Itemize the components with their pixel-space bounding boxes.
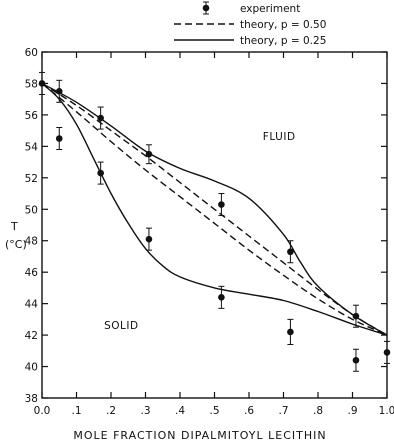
x-axis-label: MOLE FRACTION DIPALMITOYL LECITHIN	[73, 429, 326, 442]
data-marker	[287, 248, 294, 256]
data-marker	[55, 135, 63, 142]
x-tick-label: 0.0	[34, 405, 51, 417]
theory-curves	[41, 82, 388, 336]
x-tick-label: .3	[140, 405, 150, 417]
plot-frame	[41, 51, 388, 399]
theory-050-upper-curve	[41, 82, 388, 336]
data-marker	[97, 114, 104, 122]
data-marker	[97, 169, 104, 177]
experiment-data-point	[145, 144, 153, 165]
data-marker	[383, 349, 391, 356]
y-axis-label-t: T	[10, 220, 18, 233]
experiment-data-point	[287, 240, 294, 264]
legend: experiment theory, p = 0.50 theory, p = 0.…	[174, 1, 326, 47]
experiment-data-point	[352, 304, 360, 328]
y-tick-label: 52	[25, 173, 38, 185]
experiment-data-point	[383, 340, 391, 364]
data-marker	[145, 150, 153, 158]
y-axis-ticks: 38 40 42 44 46 48 50 52 54 56 58 60	[25, 47, 387, 405]
legend-label-theory-050: theory, p = 0.50	[240, 19, 326, 31]
experiment-data-point	[97, 161, 104, 185]
x-tick-label: .2	[106, 405, 116, 417]
data-marker	[352, 356, 360, 364]
y-tick-label: 56	[25, 110, 39, 122]
x-tick-label: .6	[244, 405, 254, 417]
theory-025-upper-curve	[41, 82, 388, 336]
y-tick-label: 46	[25, 267, 39, 279]
x-tick-label: .9	[347, 405, 357, 417]
x-tick-label: .1	[71, 405, 81, 417]
y-tick-label: 60	[25, 47, 38, 59]
experiment-data-point	[218, 193, 225, 217]
y-tick-label: 58	[25, 78, 38, 90]
x-tick-label: .5	[209, 405, 219, 417]
y-tick-label: 54	[25, 141, 39, 153]
y-tick-label: 40	[25, 362, 38, 374]
region-labels: FLUID SOLID	[104, 131, 295, 332]
data-marker	[287, 328, 294, 336]
y-tick-label: 48	[25, 236, 38, 248]
theory-050-lower-curve	[41, 82, 388, 336]
data-marker	[218, 201, 225, 208]
x-tick-label: .8	[313, 405, 323, 417]
x-tick-label: .7	[278, 405, 288, 417]
y-tick-label: 50	[25, 204, 38, 216]
region-label-solid: SOLID	[104, 320, 138, 332]
experiment-data-point	[38, 71, 46, 95]
data-marker	[55, 88, 63, 95]
y-tick-label: 44	[25, 299, 39, 311]
x-axis-ticks: 0.0 .1 .2 .3 .4 .5 .6 .7 .8 .9 1.0	[34, 52, 394, 417]
experiment-data-point	[145, 227, 153, 251]
region-label-fluid: FLUID	[263, 131, 296, 143]
legend-marker	[202, 4, 210, 12]
x-tick-label: 1.0	[379, 405, 394, 417]
experiment-data-point	[352, 348, 360, 372]
theory-025-lower-curve	[41, 82, 388, 336]
x-tick-label: .4	[175, 405, 185, 417]
experiment-data-point	[97, 106, 104, 130]
y-axis-label-unit: (°C)	[5, 238, 27, 251]
data-marker	[218, 294, 225, 301]
experiment-data-point	[55, 79, 63, 103]
legend-label-theory-025: theory, p = 0.25	[240, 35, 326, 47]
data-marker	[352, 312, 360, 320]
experiment-points	[38, 71, 391, 372]
data-marker	[38, 80, 46, 87]
experiment-data-point	[55, 126, 63, 151]
y-tick-label: 38	[25, 393, 38, 405]
axes-frame	[41, 51, 388, 399]
legend-label-experiment: experiment	[240, 3, 300, 15]
experiment-data-point	[218, 285, 225, 309]
experiment-data-point	[287, 318, 294, 346]
data-marker	[145, 235, 153, 243]
y-tick-label: 42	[25, 330, 38, 342]
